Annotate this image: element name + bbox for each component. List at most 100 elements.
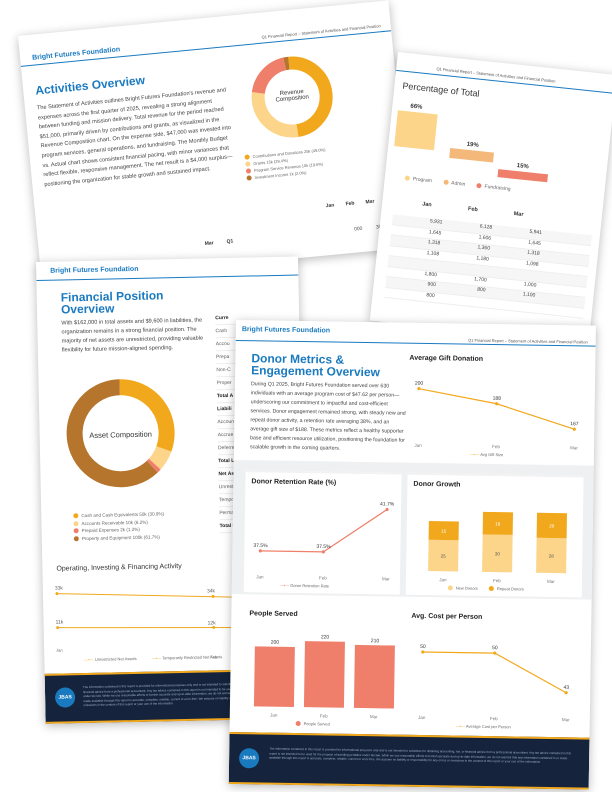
line-label: 12k — [207, 620, 216, 627]
data-label: 188 — [493, 396, 502, 402]
donut-slice — [283, 56, 290, 71]
donut-slice — [251, 57, 287, 95]
budget-table-top-header: Mar Q1 — [204, 238, 234, 248]
x-tick-label: Feb — [493, 578, 501, 583]
bar-people-served — [353, 644, 395, 709]
x-tick-label: Jan — [414, 443, 422, 448]
percentage-legend: Program Admin Fundraising — [404, 175, 511, 193]
data-label: 25 — [441, 554, 447, 559]
data-label: 20 — [549, 523, 555, 528]
activity-line-chart — [55, 592, 254, 630]
avg-gift-legend: —•— Avg Gift Size — [469, 451, 504, 458]
served-legend: People Served — [295, 721, 330, 727]
expense-table-header: JanFebMar — [421, 201, 524, 218]
data-label: 167 — [570, 421, 579, 427]
donor-body: During Q1 2025, Bright Futures Foundatio… — [249, 381, 406, 452]
bar-admin — [449, 147, 495, 163]
data-label: 210 — [371, 638, 380, 644]
data-point — [417, 387, 421, 391]
bar-value-label: 66% — [410, 103, 423, 111]
legend-item: Property and Equipment 100k (61.7%) — [73, 534, 165, 543]
donor-footer: JBAS The information contained in this r… — [228, 731, 590, 790]
bar-new-donors — [536, 537, 567, 574]
growth-chart: 25 15 Jan 30 18 Feb 28 20 Mar — [428, 511, 568, 584]
x-tick-label: Mar — [382, 576, 390, 581]
x-tick-label: Feb — [492, 444, 500, 449]
revenue-legend: Contributions and Donations 25k (49.0%) … — [244, 147, 327, 183]
table-cell — [388, 260, 438, 265]
data-label: 37.5% — [316, 544, 331, 550]
activities-title: Activities Overview — [34, 73, 146, 98]
donut-slice — [148, 445, 172, 470]
org-name-4: Bright Futures Foundation — [241, 326, 331, 335]
asset-donut-chart — [66, 379, 175, 488]
data-label: 50 — [420, 644, 426, 650]
percentage-title: Percentage of Total — [401, 80, 480, 99]
line-x-tick: Jan — [56, 647, 63, 653]
asset-donut-label: Asset Composition — [89, 429, 152, 440]
data-point — [495, 402, 499, 406]
table-cell: 6,128 — [479, 223, 493, 231]
data-point — [564, 691, 568, 695]
retention-legend: —•— Donor Retention Rate — [279, 582, 330, 589]
line-label: 11k — [55, 619, 64, 626]
series-line — [418, 388, 575, 430]
cost-chart: 50 Jan 50 Feb 43 Mar — [418, 644, 570, 722]
growth-legend: New Donors Repeat Donors — [447, 585, 524, 592]
data-point — [321, 550, 325, 554]
retention-title: Donor Retention Rate (%) — [251, 478, 337, 487]
bar-new-donors — [482, 534, 513, 573]
financial-body: With $162,000 in total assets and $9,600… — [61, 317, 204, 354]
data-point — [572, 427, 576, 431]
donut-slice — [119, 379, 175, 452]
table-cell — [435, 297, 485, 302]
data-label: 41.7% — [380, 501, 395, 507]
jbas-logo: JBAS — [54, 687, 76, 708]
served-chart: 200 Jan 220 Feb 210 Mar — [253, 634, 395, 719]
expense-table: 5,9316,1285,941 1,6451,6061,645 1,3181,360… — [384, 214, 592, 319]
x-tick-label: Mar — [370, 714, 378, 719]
data-label: 200 — [271, 640, 280, 646]
donor-page: Bright Futures Foundation Q1 Financial R… — [228, 320, 596, 790]
line-label: 33k — [54, 585, 63, 592]
donut-slice — [146, 458, 161, 473]
bar-people-served — [303, 641, 345, 708]
data-label: 220 — [321, 634, 330, 640]
x-tick-label: Jan — [418, 715, 426, 720]
donut-slice — [66, 379, 158, 488]
jbas-logo: JBAS — [238, 748, 260, 769]
data-point — [385, 507, 389, 512]
org-name-3: Bright Futures Foundation — [50, 265, 139, 275]
bar-repeat-donors — [536, 512, 568, 539]
bar-people-served — [253, 646, 295, 707]
line-label: 34k — [206, 588, 216, 595]
financial-title: Financial Position Overview — [60, 288, 164, 317]
cost-title: Avg. Cost per Person — [411, 612, 483, 621]
bar-fundraising — [497, 169, 549, 183]
growth-title: Donor Growth — [413, 480, 461, 489]
financial-page: Bright Futures Foundation Financial Posi… — [36, 256, 308, 724]
data-label: 18 — [495, 521, 501, 526]
table-cell — [438, 265, 488, 270]
data-label: 30 — [495, 551, 501, 556]
data-label: 37.5% — [253, 543, 268, 549]
x-tick-label: Feb — [319, 575, 327, 580]
data-label: 28 — [549, 553, 555, 558]
org-name: Bright Futures Foundation — [31, 46, 121, 62]
bar-new-donors — [428, 539, 459, 572]
percentage-page: Q1 Financial Report – Statement of Activ… — [369, 52, 612, 344]
cost-legend: —•— Average Cost per Person — [455, 723, 511, 730]
table-cell — [484, 302, 534, 307]
x-tick-label: Jan — [439, 577, 447, 582]
asset-legend: Cash and Cash Equivalents 50k (30.9%) Ac… — [73, 511, 164, 543]
activity-line-title: Operating, Investing & Financing Activit… — [56, 563, 182, 573]
revenue-donut-chart — [251, 56, 333, 138]
table-cell: 5,931 — [429, 218, 443, 226]
data-point — [493, 651, 497, 655]
data-label: 43 — [563, 685, 569, 691]
donut-slice — [251, 92, 299, 138]
bar-repeat-donors — [482, 511, 514, 535]
x-tick-label: Feb — [490, 716, 498, 721]
data-point — [421, 650, 425, 654]
bar-value-label: 19% — [466, 141, 479, 149]
